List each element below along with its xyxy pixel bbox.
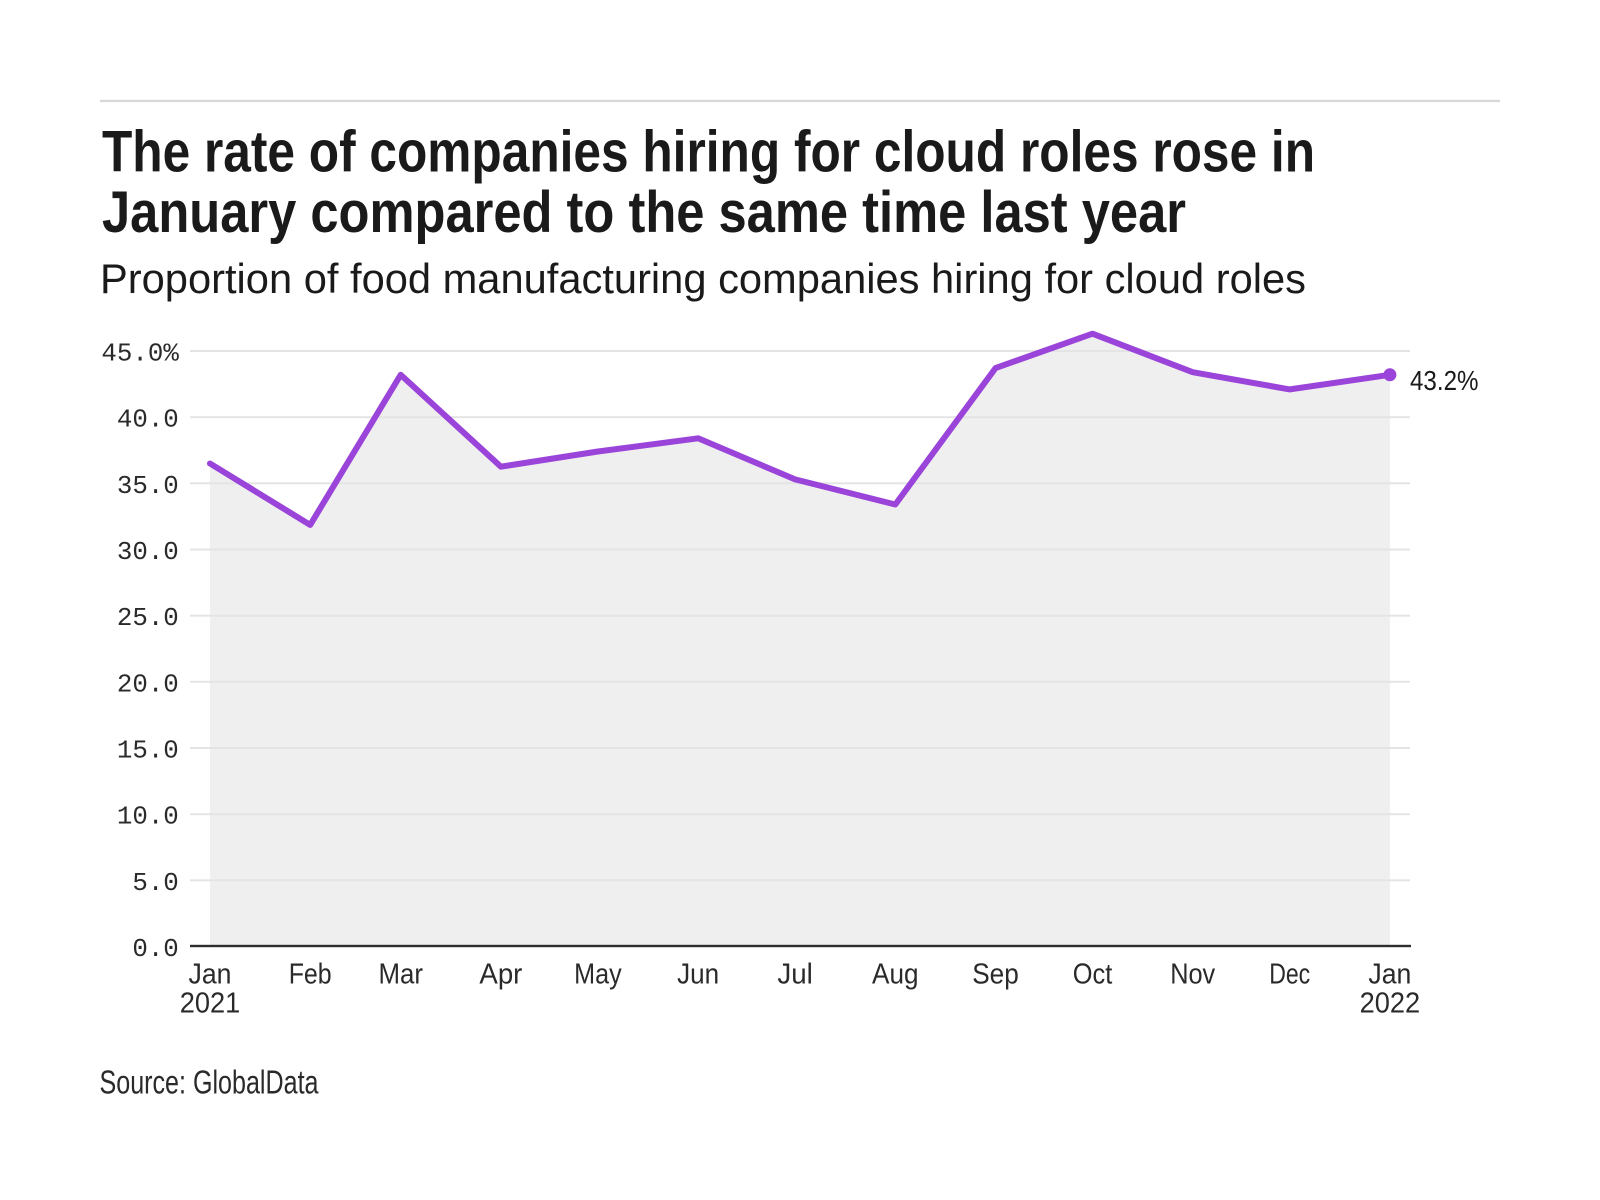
svg-text:The rate of companies hiring f: The rate of companies hiring for cloud r… — [102, 120, 1315, 185]
svg-text:10.0: 10.0 — [117, 803, 179, 832]
svg-text:5.0: 5.0 — [132, 869, 178, 898]
svg-text:Apr: Apr — [479, 958, 522, 990]
svg-text:15.0: 15.0 — [117, 737, 179, 766]
svg-text:40.0: 40.0 — [117, 406, 179, 435]
svg-text:0.0: 0.0 — [132, 935, 178, 964]
svg-text:Jan: Jan — [1368, 958, 1411, 990]
svg-text:45.0%: 45.0% — [101, 340, 179, 369]
svg-text:2022: 2022 — [1360, 988, 1421, 1020]
svg-text:Jun: Jun — [677, 958, 719, 990]
svg-text:Feb: Feb — [289, 958, 332, 990]
svg-text:Jan: Jan — [189, 958, 232, 990]
svg-text:Sep: Sep — [972, 958, 1019, 990]
svg-text:Nov: Nov — [1170, 958, 1215, 990]
svg-text:Source: GlobalData: Source: GlobalData — [100, 1064, 319, 1101]
svg-text:May: May — [574, 958, 622, 990]
svg-text:January compared to the same t: January compared to the same time last y… — [102, 180, 1186, 245]
svg-text:25.0: 25.0 — [117, 604, 179, 633]
svg-text:43.2%: 43.2% — [1410, 365, 1479, 396]
svg-text:Mar: Mar — [378, 958, 423, 990]
svg-text:20.0: 20.0 — [117, 670, 179, 699]
svg-text:Jul: Jul — [777, 958, 813, 990]
svg-text:30.0: 30.0 — [117, 538, 179, 567]
svg-text:35.0: 35.0 — [117, 472, 179, 501]
svg-text:Proportion of food manufacturi: Proportion of food manufacturing compani… — [100, 255, 1306, 302]
svg-text:Oct: Oct — [1073, 958, 1113, 990]
svg-text:Dec: Dec — [1269, 958, 1310, 990]
svg-text:Aug: Aug — [872, 958, 919, 990]
svg-text:2021: 2021 — [180, 988, 241, 1020]
